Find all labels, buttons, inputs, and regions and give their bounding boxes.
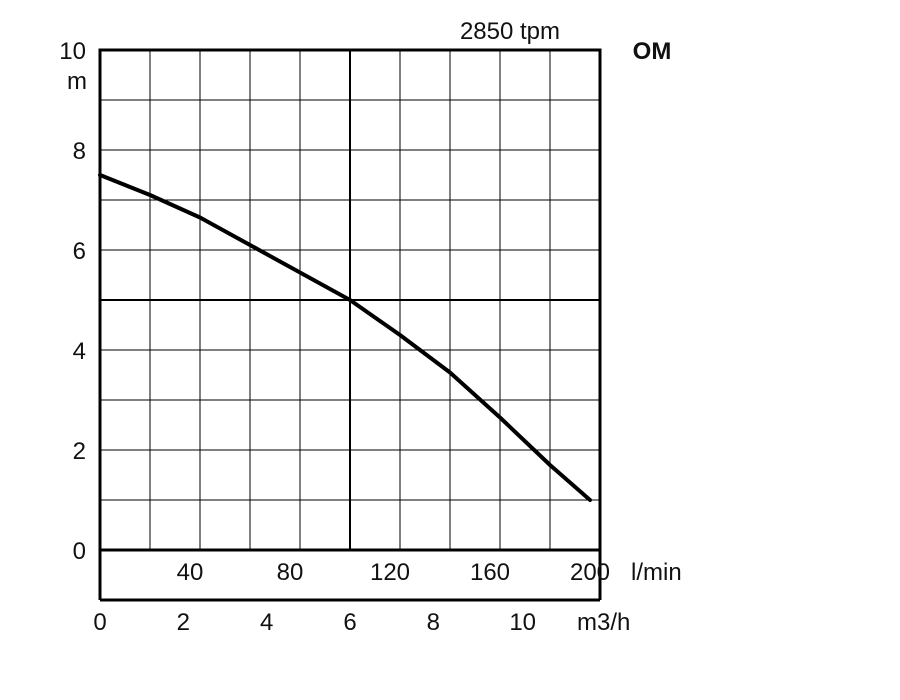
x-unit-m3h-label: m3/h [577,609,630,636]
chart-labels: 2850 tpm OM m l/min m3/h [67,18,682,636]
x-tick-label-m3h: 4 [260,609,273,636]
x-unit-lmin-label: l/min [631,559,682,586]
x-tick-label-lmin: 120 [370,559,410,586]
plot-border [98,48,602,552]
speed-label: 2850 tpm [460,18,560,45]
y-tick-label: 8 [73,138,86,165]
x-tick-label-m3h: 10 [509,609,536,636]
x-tick-label-lmin: 80 [277,559,304,586]
tick-labels: 0 2 4 6 8 10 40 80 120 160 200 0 2 4 6 8 10 [59,38,610,636]
model-label: OM [633,38,672,65]
x-tick-label-lmin: 200 [570,559,610,586]
chart-grid [100,50,600,550]
y-tick-label: 6 [73,238,86,265]
x-tick-label-lmin: 40 [177,559,204,586]
x-tick-label-m3h: 8 [427,609,440,636]
y-tick-label: 4 [73,338,86,365]
curve-layer [98,173,592,502]
y-tick-label: 10 [59,38,86,65]
x-tick-label-m3h: 2 [177,609,190,636]
y-tick-label: 2 [73,438,86,465]
x-tick-label-lmin: 160 [470,559,510,586]
chart-frame [98,48,602,602]
y-tick-label: 0 [73,538,86,565]
x-tick-label-m3h: 0 [93,609,106,636]
performance-curve [98,173,592,502]
x-tick-label-m3h: 6 [343,609,356,636]
y-unit-label: m [67,68,87,95]
